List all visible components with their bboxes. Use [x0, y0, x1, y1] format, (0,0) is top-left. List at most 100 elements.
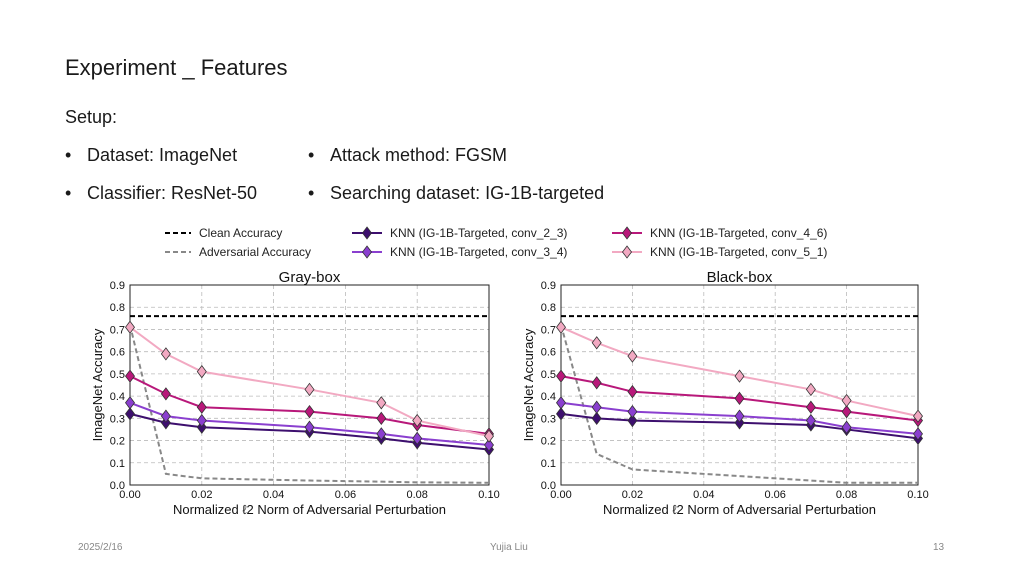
- data-point: [376, 396, 387, 410]
- chart-legend: Clean Accuracy Adversarial Accuracy KNN (I…: [165, 226, 827, 259]
- data-point: [484, 438, 494, 452]
- data-point: [841, 404, 852, 419]
- y-tick-label: 0.4: [110, 391, 125, 403]
- data-point: [913, 409, 923, 423]
- y-tick-label: 0.8: [110, 302, 125, 314]
- data-point: [734, 409, 745, 423]
- adversarial-accuracy-line: [560, 324, 918, 484]
- y-tick-label: 0.6: [541, 347, 556, 359]
- legend-label: KNN (IG-1B-Targeted, conv_3_4): [390, 245, 567, 259]
- x-tick-label: 0.00: [119, 489, 140, 501]
- data-point: [805, 382, 816, 397]
- data-point: [125, 320, 135, 334]
- data-point: [484, 429, 494, 443]
- y-tick-label: 0.3: [110, 413, 125, 425]
- footer-page-number: 13: [933, 542, 945, 553]
- x-tick-label: 0.10: [907, 489, 928, 501]
- y-axis-label: ImageNet Accuracy: [521, 328, 536, 441]
- y-tick-label: 0.1: [110, 458, 125, 470]
- y-tick-label: 0.4: [541, 391, 556, 403]
- adversarial-accuracy-line: [129, 324, 490, 484]
- chart-title: Gray-box: [279, 269, 341, 286]
- data-point: [125, 407, 135, 421]
- plot-frame: [129, 284, 490, 486]
- footer-author: Yujia Liu: [490, 542, 528, 553]
- bullet-classifier: • Classifier: ResNet-50: [65, 183, 257, 204]
- y-tick-label: 0.8: [541, 302, 556, 314]
- legend-label: KNN (IG-1B-Targeted, conv_5_1): [650, 245, 827, 259]
- data-point: [734, 391, 745, 406]
- y-tick-label: 0.0: [110, 480, 125, 492]
- data-point: [412, 431, 423, 446]
- data-point: [376, 411, 387, 426]
- data-point: [913, 427, 923, 441]
- data-point: [805, 413, 816, 428]
- legend-swatch-marker: [622, 245, 632, 259]
- data-point: [160, 347, 171, 361]
- legend-label: Clean Accuracy: [199, 226, 282, 240]
- y-tick-label: 0.5: [110, 369, 125, 381]
- data-point: [627, 413, 638, 428]
- legend-label: KNN (IG-1B-Targeted, conv_2_3): [390, 226, 567, 240]
- data-point: [125, 369, 135, 383]
- bullet-text: Searching dataset: IG-1B-targeted: [330, 183, 605, 203]
- data-point: [556, 369, 566, 383]
- data-point: [556, 396, 566, 410]
- data-point: [196, 413, 207, 428]
- x-tick-label: 0.06: [764, 489, 785, 501]
- plot-area: [561, 285, 918, 485]
- data-point: [627, 404, 638, 419]
- data-point: [556, 320, 566, 334]
- x-tick-label: 0.08: [406, 489, 427, 501]
- data-point: [125, 396, 135, 410]
- y-axis-label: ImageNet Accuracy: [90, 328, 105, 441]
- x-tick-label: 0.02: [622, 489, 643, 501]
- data-point: [304, 420, 315, 434]
- legend-label: Adversarial Accuracy: [199, 245, 311, 259]
- footer-date: 2025/2/16: [78, 542, 123, 553]
- data-point: [841, 393, 852, 408]
- x-tick-label: 0.04: [693, 489, 714, 501]
- x-tick-label: 0.02: [191, 489, 212, 501]
- bullet-dot: •: [308, 183, 315, 203]
- data-point: [196, 420, 207, 434]
- data-point: [160, 409, 171, 423]
- x-tick-label: 0.08: [836, 489, 857, 501]
- x-tick-label: 0.00: [550, 489, 571, 501]
- bullet-dot: •: [65, 183, 72, 203]
- bullet-searching-dataset: • Searching dataset: IG-1B-targeted: [308, 183, 604, 204]
- legend-swatch-marker: [362, 226, 372, 240]
- data-point: [734, 369, 745, 383]
- y-tick-label: 0.2: [110, 436, 125, 448]
- y-tick-label: 0.5: [541, 369, 556, 381]
- x-tick-label: 0.04: [263, 489, 284, 501]
- y-tick-label: 0.2: [541, 436, 556, 448]
- plot-frame: [560, 284, 919, 486]
- chart-panel-black-box: 0.0 0.1 0.2 0.3 0.4 0.5 0.6 0.7 0.8 0.9 0.00 0.02 0.…: [521, 269, 929, 517]
- y-tick-label: 0.7: [110, 324, 125, 336]
- data-point: [591, 400, 602, 414]
- bullet-attack-method: • Attack method: FGSM: [308, 145, 507, 166]
- data-point: [556, 407, 566, 421]
- data-point: [591, 376, 602, 390]
- data-point: [841, 420, 852, 434]
- data-point: [627, 349, 638, 363]
- data-point: [304, 382, 315, 397]
- setup-label: Setup:: [65, 107, 118, 127]
- data-point: [376, 427, 387, 441]
- legend-swatch-marker: [362, 245, 372, 259]
- x-axis-label: Normalized ℓ2 Norm of Adversarial Pertur…: [173, 502, 446, 517]
- bullet-text: Attack method: FGSM: [330, 145, 508, 165]
- bullet-dot: •: [65, 145, 72, 165]
- legend-label: KNN (IG-1B-Targeted, conv_4_6): [650, 226, 827, 240]
- data-point: [591, 411, 602, 426]
- x-tick-label: 0.06: [335, 489, 356, 501]
- bullet-dataset: • Dataset: ImageNet: [65, 145, 237, 166]
- bullet-dot: •: [308, 145, 315, 165]
- y-tick-label: 0.9: [110, 280, 125, 292]
- data-point: [196, 400, 207, 414]
- data-point: [160, 387, 171, 401]
- data-point: [412, 413, 423, 428]
- slide-title: Experiment _ Features: [65, 55, 288, 80]
